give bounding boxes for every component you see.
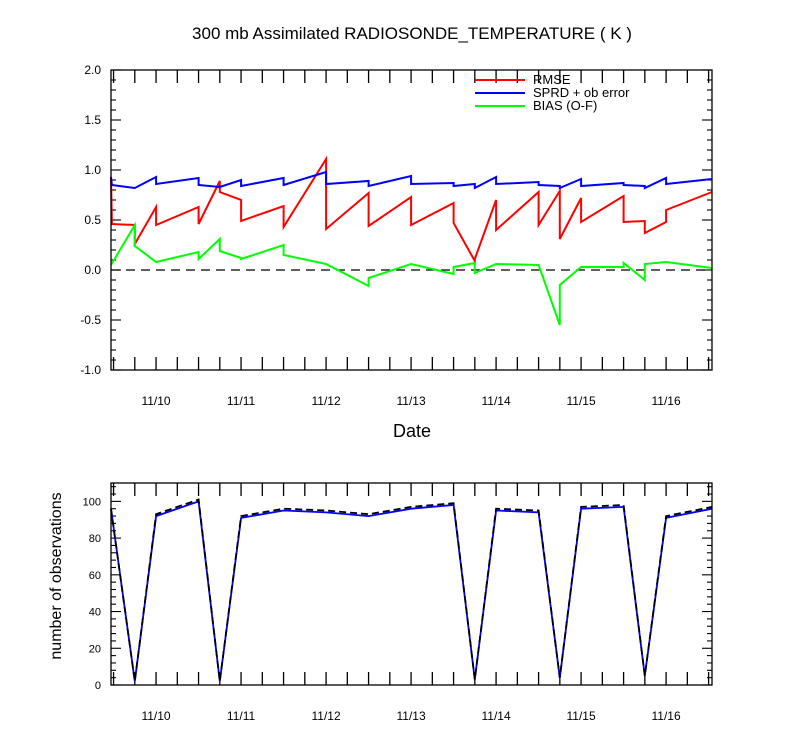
bottom-x-tick-labels: 11/10 11/11 11/12 11/13 11/14 11/15 11/16 (141, 709, 681, 723)
y-tick-label: 40 (89, 607, 101, 619)
y-tick-label: 0 (95, 680, 101, 692)
x-tick-label: 11/14 (482, 709, 511, 723)
legend-label: SPRD + ob error (533, 85, 630, 100)
x-tick-label: 11/10 (141, 709, 170, 723)
bottom-series-group (110, 498, 713, 682)
x-tick-label: 11/12 (311, 394, 340, 408)
y-tick-label: 1.0 (84, 163, 101, 177)
x-tick-label: 11/10 (141, 394, 170, 408)
top-series-group (110, 155, 713, 326)
legend-label: BIAS (O-F) (533, 98, 597, 113)
y-tick-label: 0.5 (84, 213, 101, 227)
y-tick-label: 60 (89, 570, 101, 582)
series-line-sprd-ob-error (110, 170, 713, 190)
y-tick-label: -1.0 (80, 363, 101, 377)
series-line-obs-solid (110, 500, 713, 682)
series-line-obs-dashed (110, 498, 713, 682)
x-tick-label: 11/13 (397, 394, 426, 408)
top-x-tick-labels: 11/10 11/11 11/12 11/13 11/14 11/15 11/16 (141, 394, 681, 408)
top-y-tick-labels: 2.0 1.5 1.0 0.5 0.0 -0.5 -1.0 (80, 63, 101, 377)
y-tick-label: -0.5 (80, 313, 101, 327)
x-tick-label: 11/16 (652, 394, 681, 408)
y-tick-label: 1.5 (84, 113, 101, 127)
top-plot-panel: 2.01.51.00.50.0-0.5-1.0 11/10 11/11 11/12 1… (80, 63, 713, 408)
y-tick-label: 20 (89, 643, 101, 655)
bottom-plot-frame (110, 482, 713, 686)
legend-label: RMSE (533, 72, 571, 87)
y-tick-label: 0.0 (84, 263, 101, 277)
bottom-axes-ticks (111, 483, 712, 686)
series-line-bias-o-f (110, 221, 713, 326)
x-tick-label: 11/11 (227, 394, 256, 408)
y-tick-label: 100 (83, 496, 101, 508)
x-tick-label: 11/16 (652, 709, 681, 723)
x-tick-label: 11/11 (227, 709, 256, 723)
bottom-y-tick-labels: 0 20 40 60 80 100 (83, 496, 101, 692)
top-plot-frame (110, 69, 713, 371)
x-tick-label: 11/14 (482, 394, 511, 408)
series-line-rmse (110, 155, 713, 265)
x-axis-label: Date (393, 421, 431, 441)
x-tick-label: 11/15 (567, 709, 596, 723)
x-tick-label: 11/13 (397, 709, 426, 723)
chart-title: 300 mb Assimilated RADIOSONDE_TEMPERATUR… (192, 24, 632, 43)
x-tick-label: 11/12 (311, 709, 340, 723)
y-tick-label: 80 (89, 533, 101, 545)
y-tick-label: 2.0 (84, 63, 101, 77)
x-tick-label: 11/15 (567, 394, 596, 408)
y-axis-label: number of observations (48, 492, 65, 659)
